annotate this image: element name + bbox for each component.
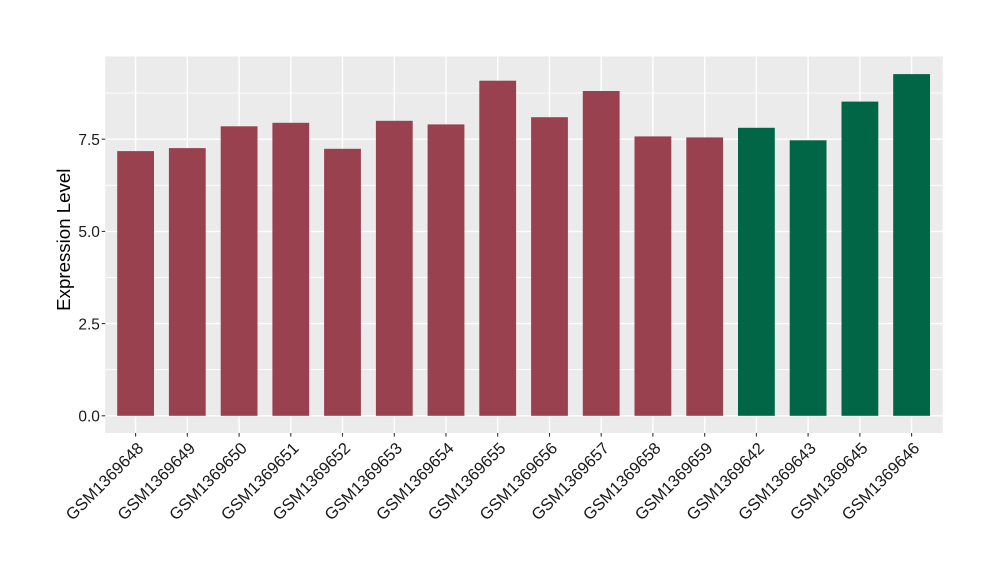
svg-text:0.0: 0.0 — [78, 409, 100, 426]
svg-text:Expression Level: Expression Level — [53, 169, 74, 311]
svg-text:2.5: 2.5 — [78, 316, 100, 333]
svg-text:7.5: 7.5 — [78, 132, 100, 149]
svg-text:5.0: 5.0 — [78, 224, 100, 241]
